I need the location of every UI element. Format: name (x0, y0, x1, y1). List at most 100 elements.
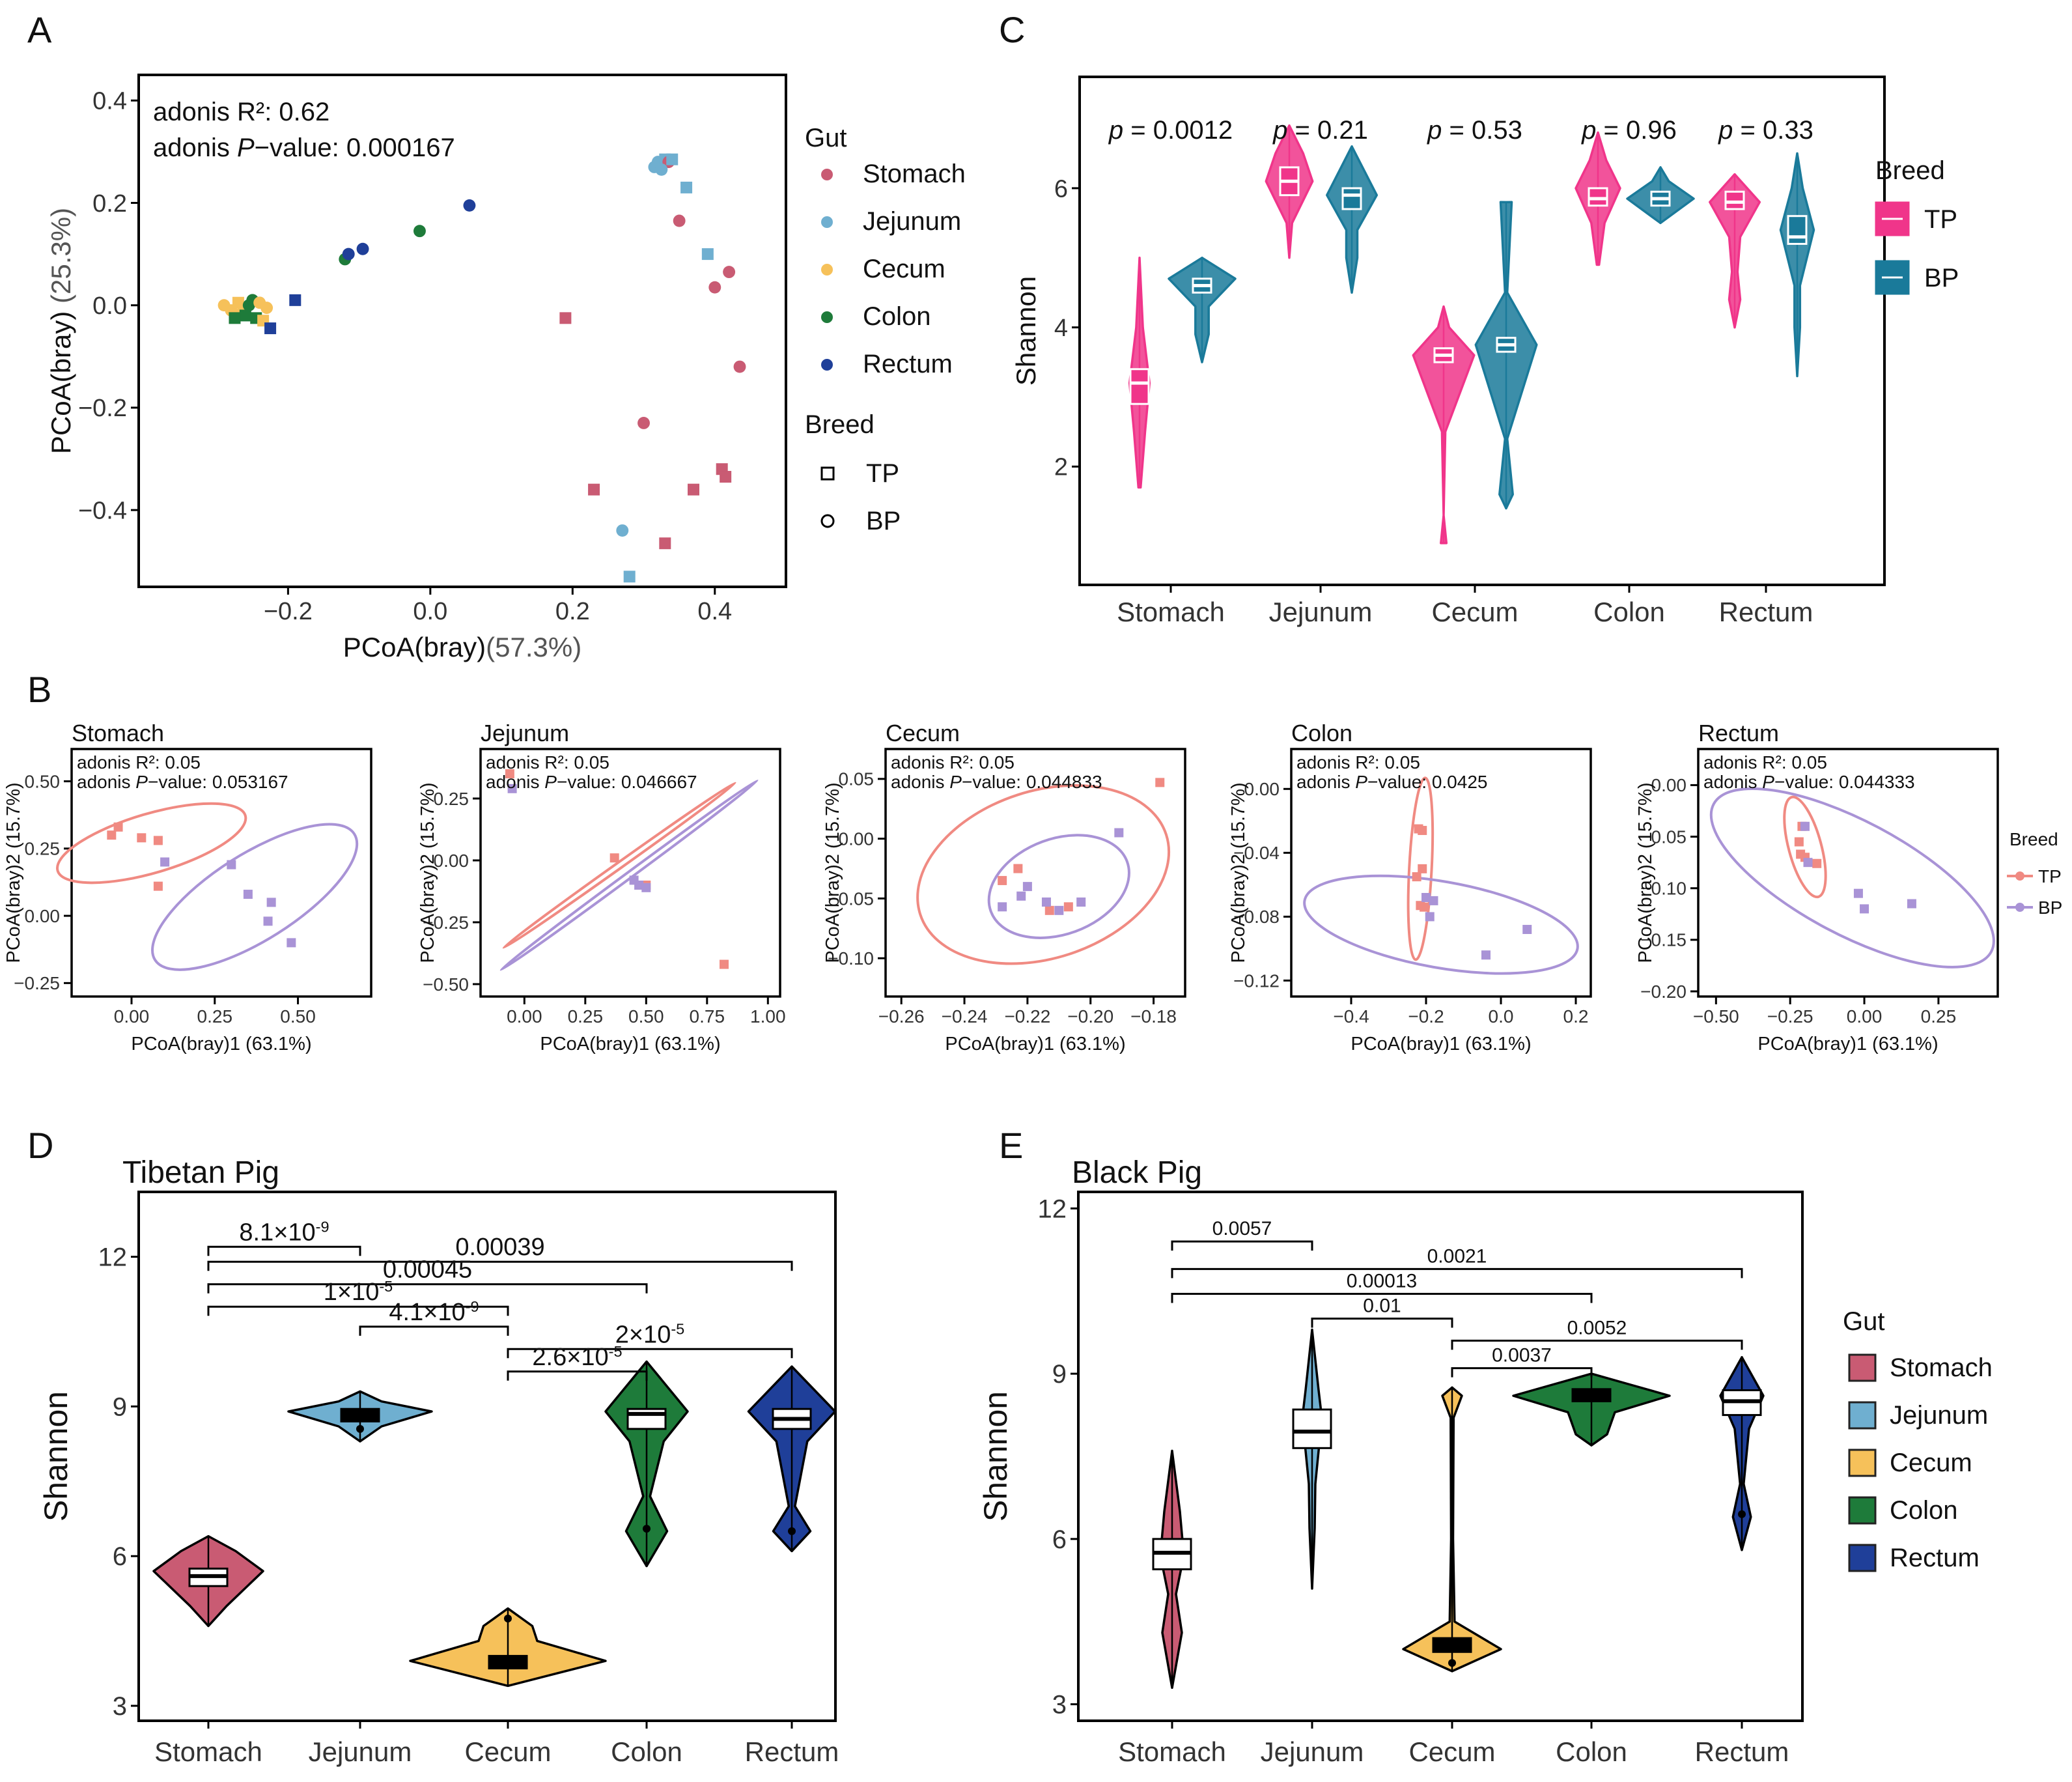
scatter-point (243, 890, 253, 899)
scatter-point (507, 784, 517, 793)
y-axis-label: PCoA(bray)2 (15.7%) (1635, 782, 1656, 963)
p-value-label-part: p (1581, 116, 1596, 145)
x-tick-label: Jejunum (1269, 597, 1373, 627)
violin-box (1341, 187, 1362, 210)
comparison-pvalue: 8.1×10-9 (239, 1218, 329, 1246)
x-tick-label: −0.2 (264, 598, 313, 625)
scatter-point (655, 163, 668, 176)
legend-breed-swatch (820, 514, 835, 528)
x-tick-label: −0.50 (1693, 1006, 1739, 1026)
scatter-point (588, 483, 600, 496)
adonis-p-part: adonis (1703, 772, 1762, 792)
y-tick-label: 0.00 (1244, 779, 1280, 799)
legend-gut-label: Jejunum (1890, 1401, 1988, 1430)
scatter-point (413, 225, 426, 238)
scatter-point (637, 417, 650, 429)
x-tick-label: Rectum (1719, 597, 1813, 627)
comparison-bracket (207, 1283, 648, 1294)
adonis-p-part: −value: 0.053167 (148, 772, 288, 792)
x-axis-label-part: (57.3%) (486, 632, 581, 662)
legend-gut-swatch (1848, 1496, 1877, 1525)
scatter-point (1800, 821, 1810, 831)
comparison-pvalue-part: 8.1×10 (239, 1219, 315, 1246)
y-tick-label: −0.05 (1640, 827, 1687, 847)
subplot-title: Black Pig (1072, 1155, 1202, 1190)
y-axis-label: PCoA(bray)2 (15.7%) (417, 782, 438, 963)
confidence-ellipse (1709, 787, 1995, 969)
x-tick-label: Colon (1556, 1736, 1627, 1767)
y-tick-label: −0.15 (1640, 930, 1687, 950)
x-tick-label: 0.00 (114, 1006, 150, 1026)
x-tick-label: Cecum (464, 1736, 551, 1767)
legend-breed-swatch (820, 466, 835, 481)
panel-label-d: D (27, 1125, 53, 1166)
adonis-r2: adonis R²: 0.05 (1296, 752, 1420, 772)
outlier-point (643, 1525, 651, 1533)
p-value-label-part: p (1272, 116, 1287, 145)
legend-gut-swatch (1848, 1353, 1877, 1382)
scatter-point (113, 822, 123, 832)
scatter-point (239, 309, 251, 322)
scatter-point (1421, 893, 1431, 902)
comparison-bracket (207, 1245, 361, 1256)
comparison-pvalue-part: -9 (316, 1218, 329, 1235)
plot-frame (1290, 748, 1592, 998)
legend-gut-title: Gut (1843, 1307, 1884, 1336)
adonis-r2: adonis R²: 0.05 (486, 752, 609, 772)
comparison-pvalue: 2×10-5 (615, 1320, 685, 1348)
outlier-point (356, 1424, 364, 1433)
comparison-pvalue: 1×10-5 (324, 1278, 393, 1306)
y-tick-label: 2 (1054, 454, 1068, 481)
x-tick-label: −0.22 (1004, 1006, 1050, 1026)
x-tick-label: 0.25 (197, 1006, 233, 1026)
scatter-point (263, 916, 273, 926)
adonis-p-part: P (237, 134, 255, 162)
y-tick-label: −0.4 (78, 497, 127, 524)
x-tick-label: −0.26 (878, 1006, 925, 1026)
plot-frame (137, 1191, 837, 1722)
p-value-label-part: p (1108, 116, 1123, 145)
y-tick-label: −0.50 (423, 974, 469, 995)
scatter-point (1803, 858, 1813, 868)
y-tick-label: 0.00 (434, 851, 469, 871)
y-tick-label: 0.2 (92, 190, 127, 218)
scatter-point (623, 571, 636, 583)
violin-box (626, 1407, 667, 1430)
x-tick-label: −0.24 (942, 1006, 988, 1026)
x-tick-label: Stomach (1118, 1736, 1226, 1767)
p-value-label: p = 0.53 (1427, 116, 1522, 145)
y-tick-label: 3 (1052, 1691, 1067, 1719)
comparison-bracket (1451, 1339, 1743, 1350)
comparison-bracket (359, 1325, 509, 1336)
x-tick-label: Rectum (1695, 1736, 1789, 1767)
confidence-ellipse (151, 823, 359, 971)
panel-label-c: C (999, 9, 1025, 50)
scatter-point (1063, 902, 1073, 912)
x-tick-label: Stomach (1117, 597, 1225, 627)
x-tick-label: 0.2 (555, 598, 590, 625)
violin-box (1787, 215, 1808, 245)
scatter-point (1853, 888, 1863, 898)
y-tick-label: −0.10 (1640, 879, 1687, 899)
adonis-p-part: −value: 0.046667 (557, 772, 697, 792)
scatter-point (229, 312, 241, 324)
y-axis-label: Shannon (1011, 276, 1041, 386)
x-tick-label: 0.50 (628, 1006, 664, 1026)
scatter-point (1155, 778, 1165, 787)
comparison-pvalue: 4.1×10-9 (389, 1298, 479, 1326)
x-tick-label: Cecum (1408, 1736, 1495, 1767)
x-axis-label: PCoA(bray)1 (63.1%) (131, 1034, 311, 1054)
scatter-point (1812, 858, 1822, 868)
panel-label-a: A (27, 9, 52, 50)
p-value-label-part: = 0.21 (1287, 116, 1367, 145)
scatter-point (708, 281, 721, 294)
adonis-p: adonis P−value: 0.046667 (486, 772, 697, 792)
y-tick-label: 6 (113, 1542, 127, 1571)
outlier-point (504, 1614, 512, 1622)
confidence-ellipse (1783, 795, 1827, 899)
comparison-bracket (507, 1370, 648, 1381)
confidence-ellipse (1303, 874, 1579, 975)
y-tick-label: 0.05 (839, 769, 875, 789)
scatter-point (1114, 828, 1124, 838)
